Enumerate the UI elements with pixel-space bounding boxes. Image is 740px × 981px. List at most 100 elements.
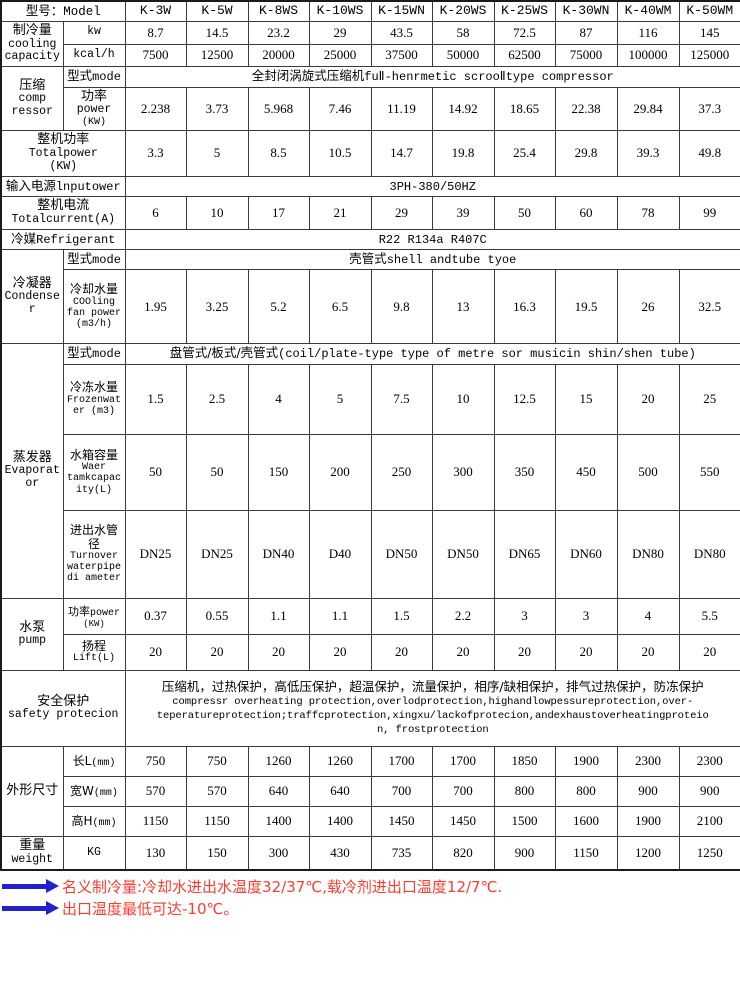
cell-value: 18.65 [493, 86, 556, 132]
cell-value: 43.5 [370, 21, 433, 45]
cell-value: 300 [247, 835, 310, 871]
cell-value: 900 [678, 775, 740, 807]
cell-value: 78 [616, 196, 680, 230]
table-row-compressor-type: 压缩 comp ressor 型式mode 全封闭涡旋式压缩机fuⅡ-henrm… [0, 66, 740, 132]
table-row-pump-lift: 扬程 Lift(L) 20 20 20 20 20 20 20 20 20 20 [1, 633, 740, 671]
footnote-text: 出口温度最低可达-10℃。 [62, 899, 239, 918]
cell-value: 640 [308, 775, 372, 807]
pump-power-label: 功率power (KW) [62, 597, 126, 635]
cell-value: 12500 [185, 43, 249, 68]
cell-value: 50 [493, 196, 556, 230]
cooling-unit-kw: kw [62, 21, 126, 45]
specification-table: 型号：Model K-3W K-5W K-8WS K-10WS K-15WN K… [0, 0, 740, 872]
cell-value: DN50 [431, 509, 495, 599]
cell-value: 5.5 [678, 597, 740, 635]
input-power-label: 输入电源lnputower [0, 175, 126, 198]
cell-value: 39.3 [616, 130, 680, 177]
cell-value: 20 [554, 633, 618, 671]
cell-value: 1500 [493, 805, 556, 837]
cell-value: 60 [554, 196, 618, 230]
cell-value: 1400 [308, 805, 372, 837]
cell-value: 7.5 [370, 363, 433, 435]
cell-value: 5.968 [247, 86, 310, 132]
cell-value: 1850 [493, 745, 556, 777]
condenser-type-value: 壳管式shell andtube tyoe [124, 248, 740, 271]
cell-value: 2.238 [124, 86, 187, 132]
model-column-header: K-3W [124, 0, 187, 22]
table-row-refrigerant: 冷媒Refrigerant R22 R134a R407C [0, 228, 740, 250]
cell-value: 22.38 [554, 86, 618, 132]
cell-value: 37.3 [678, 86, 740, 132]
footnotes: 名义制冷量:冷却水进出水温度32/37℃,载冷剂进出口温度12/7℃. 出口温度… [0, 871, 740, 919]
cell-value: 11.19 [370, 86, 433, 132]
cell-value: 19.8 [431, 130, 495, 177]
cell-value: 13 [431, 269, 495, 345]
cell-value: 200 [308, 433, 372, 511]
pipe-diameter-label: 进出水管径 Turnover waterpipe di ameter [62, 509, 126, 599]
pump-label: 水泵 pump [0, 597, 64, 671]
length-label: 长L(mm) [62, 745, 126, 777]
cell-value: 570 [124, 775, 187, 807]
cell-value: 1150 [554, 835, 618, 871]
cell-value: 20 [493, 633, 556, 671]
cell-value: 20 [431, 633, 495, 671]
cell-value: DN40 [247, 509, 310, 599]
cell-value: 20 [678, 633, 740, 671]
cell-value: 29.8 [554, 130, 618, 177]
cell-value: 1.5 [124, 363, 187, 435]
cell-value: 50 [185, 433, 249, 511]
cell-value: 550 [678, 433, 740, 511]
cell-value: 29.84 [616, 86, 680, 132]
evaporator-label: 蒸发器 Evaporator [0, 343, 64, 599]
cell-value: 20 [616, 633, 680, 671]
table-row-frozen-water: 冷冻水量 Frozenwat er (m3) 1.5 2.5 4 5 7.5 1… [1, 363, 740, 435]
cell-value: 87 [554, 21, 618, 45]
input-power-value: 3PH-380/50HZ [124, 175, 740, 198]
cell-value: DN60 [554, 509, 618, 599]
cell-value: 1.95 [124, 269, 187, 345]
weight-unit-label: KG [62, 835, 126, 871]
cooling-unit-kcal: kcal/h [62, 43, 126, 68]
cell-value: 2300 [678, 745, 740, 777]
width-label: 宽W(mm) [62, 775, 126, 807]
cell-value: 2.2 [431, 597, 495, 635]
cell-value: 900 [616, 775, 680, 807]
cell-value: 6 [124, 196, 187, 230]
cell-value: 20 [308, 633, 372, 671]
pump-lift-label: 扬程 Lift(L) [62, 633, 126, 671]
cell-value: 29 [370, 196, 433, 230]
cell-value: 8.7 [124, 21, 187, 45]
table-row-evaporator-type: 蒸发器 Evaporator 型式mode 盘管式/板式/壳管式(coil/pl… [0, 343, 740, 599]
model-column-header: K-25WS [493, 0, 556, 22]
cell-value: 2300 [616, 745, 680, 777]
cell-value: 3.25 [185, 269, 249, 345]
cell-value: 3 [554, 597, 618, 635]
height-label: 高H(mm) [62, 805, 126, 837]
cell-value: 1.5 [370, 597, 433, 635]
cell-value: 19.5 [554, 269, 618, 345]
cell-value: 10 [185, 196, 249, 230]
cell-value: 1400 [247, 805, 310, 837]
weight-label: 重量 weight [0, 835, 64, 871]
cell-value: 1450 [431, 805, 495, 837]
cell-value: 430 [308, 835, 372, 871]
cooling-capacity-label: 制冷量 cooling capacity [0, 20, 64, 68]
cell-value: 1600 [554, 805, 618, 837]
cell-value: DN25 [185, 509, 249, 599]
cell-value: 20 [247, 633, 310, 671]
cell-value: 1700 [431, 745, 495, 777]
table-row-pump-power: 水泵 pump 功率power (KW) 0.37 0.55 1.1 1.1 1… [0, 597, 740, 671]
cell-value: 150 [185, 835, 249, 871]
cell-value: 58 [431, 21, 495, 45]
cell-value: 26 [616, 269, 680, 345]
cell-value: 1900 [616, 805, 680, 837]
footnote-item: 名义制冷量:冷却水进出水温度32/37℃,载冷剂进出口温度12/7℃. [2, 875, 740, 897]
condenser-type-label: 型式mode [62, 248, 126, 271]
cell-value: 1150 [124, 805, 187, 837]
cell-value: 735 [370, 835, 433, 871]
cell-value: 10 [431, 363, 495, 435]
table-row-pipe-diameter: 进出水管径 Turnover waterpipe di ameter DN25 … [1, 509, 740, 599]
table-row-input-power: 输入电源lnputower 3PH-380/50HZ [0, 175, 740, 198]
cell-value: 1250 [678, 835, 740, 871]
table-row-safety: 安全保护 safety protecion 压缩机，过热保护，高低压保护，超温保… [0, 669, 740, 747]
